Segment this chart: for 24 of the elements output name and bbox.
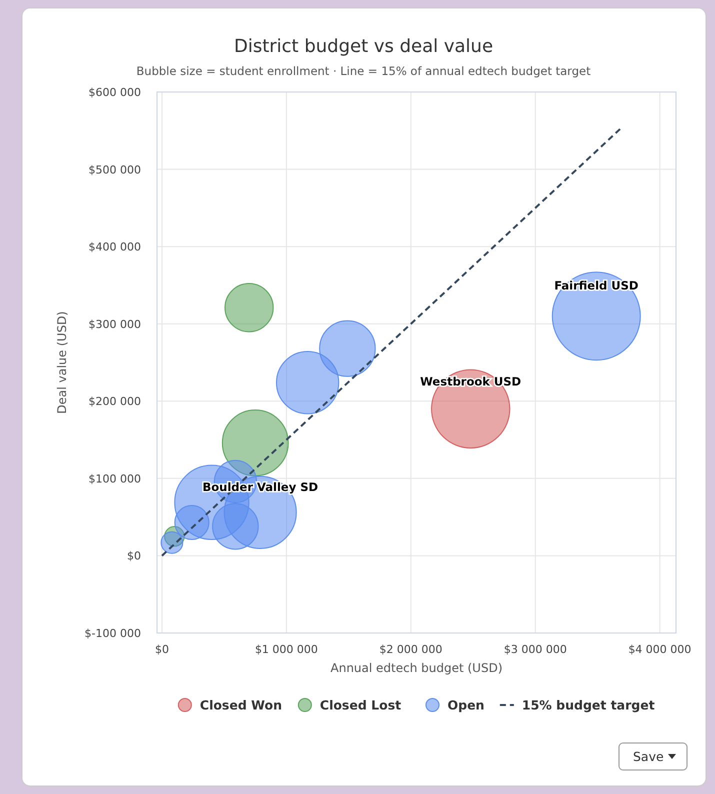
legend-label: Closed Lost [320, 698, 402, 712]
x-tick-label: $0 [154, 643, 169, 656]
y-tick-label: $300 000 [88, 318, 141, 331]
x-axis-title: Annual edtech budget (USD) [330, 661, 502, 675]
y-tick-label: $600 000 [88, 86, 141, 99]
y-tick-label: $400 000 [88, 240, 141, 254]
y-axis-title: Deal value (USD) [55, 311, 69, 414]
text: Save [633, 749, 664, 764]
annotation: Boulder Valley SD [202, 480, 318, 494]
annotation: Fairfield USD [554, 278, 638, 292]
x-tick-label: $1 000 000 [254, 643, 318, 656]
x-tick-label: $4 000 000 [628, 643, 692, 656]
legend-label: Open [448, 698, 484, 712]
y-tick-label: $-100 000 [84, 627, 141, 640]
legend-label: 15% budget target [522, 698, 655, 712]
chart-subtitle: Bubble size = student enrollment · Line = 15% of annual edtech budget target [136, 64, 592, 78]
y-tick-label: $200 000 [88, 395, 141, 408]
legend-label: Closed Won [200, 698, 282, 712]
x-tick-label: $3 000 000 [504, 643, 567, 656]
chart-title: District budget vs deal value [234, 36, 494, 57]
y-tick-label: $0 [127, 550, 141, 563]
y-tick-label: $100 000 [88, 472, 141, 486]
x-tick-label: $2 000 000 [379, 643, 442, 656]
y-tick-label: $500 000 [88, 163, 141, 176]
